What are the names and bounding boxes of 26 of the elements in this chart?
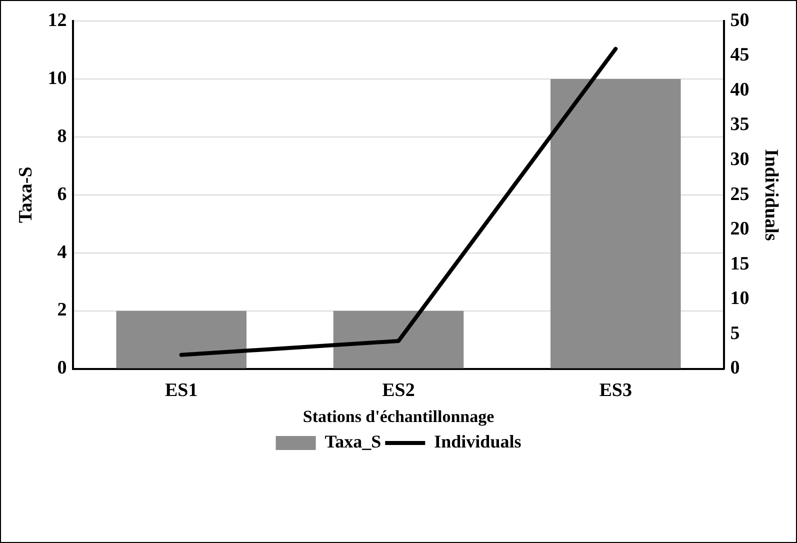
- x-tick-label: ES1: [164, 380, 198, 402]
- legend-label: Individuals: [434, 432, 522, 452]
- y-tick-label: 10: [48, 68, 67, 89]
- y2-tick-label: 5: [730, 322, 740, 344]
- y2-tick-label: 20: [730, 218, 750, 240]
- y-tick-label: 2: [57, 300, 67, 321]
- y2-tick-label: 25: [730, 184, 750, 205]
- y-tick-label: 4: [57, 242, 68, 263]
- y2-tick-label: 30: [730, 149, 750, 170]
- y2-tick-label: 0: [730, 358, 740, 379]
- y2-tick-label: 35: [730, 114, 750, 136]
- y-tick-label: 12: [48, 10, 67, 31]
- x-tick-label: ES2: [382, 380, 415, 402]
- y2-tick-label: 40: [730, 79, 750, 100]
- y2-tick-label: 10: [730, 288, 750, 310]
- legend-label: Taxa_S: [324, 432, 382, 452]
- y-tick-label: 8: [57, 126, 67, 147]
- x-axis-title: Stations d'échantillonnage: [302, 407, 495, 426]
- y2-axis-title: Individuals: [760, 148, 782, 241]
- y-tick-label: 0: [57, 358, 67, 379]
- y2-tick-label: 15: [730, 253, 750, 274]
- x-tick-label: ES3: [599, 380, 632, 402]
- y2-tick-label: 50: [730, 10, 750, 31]
- y2-tick-label: 45: [730, 44, 750, 66]
- y-tick-label: 6: [57, 184, 67, 205]
- y-axis-title: Taxa-S: [15, 166, 36, 224]
